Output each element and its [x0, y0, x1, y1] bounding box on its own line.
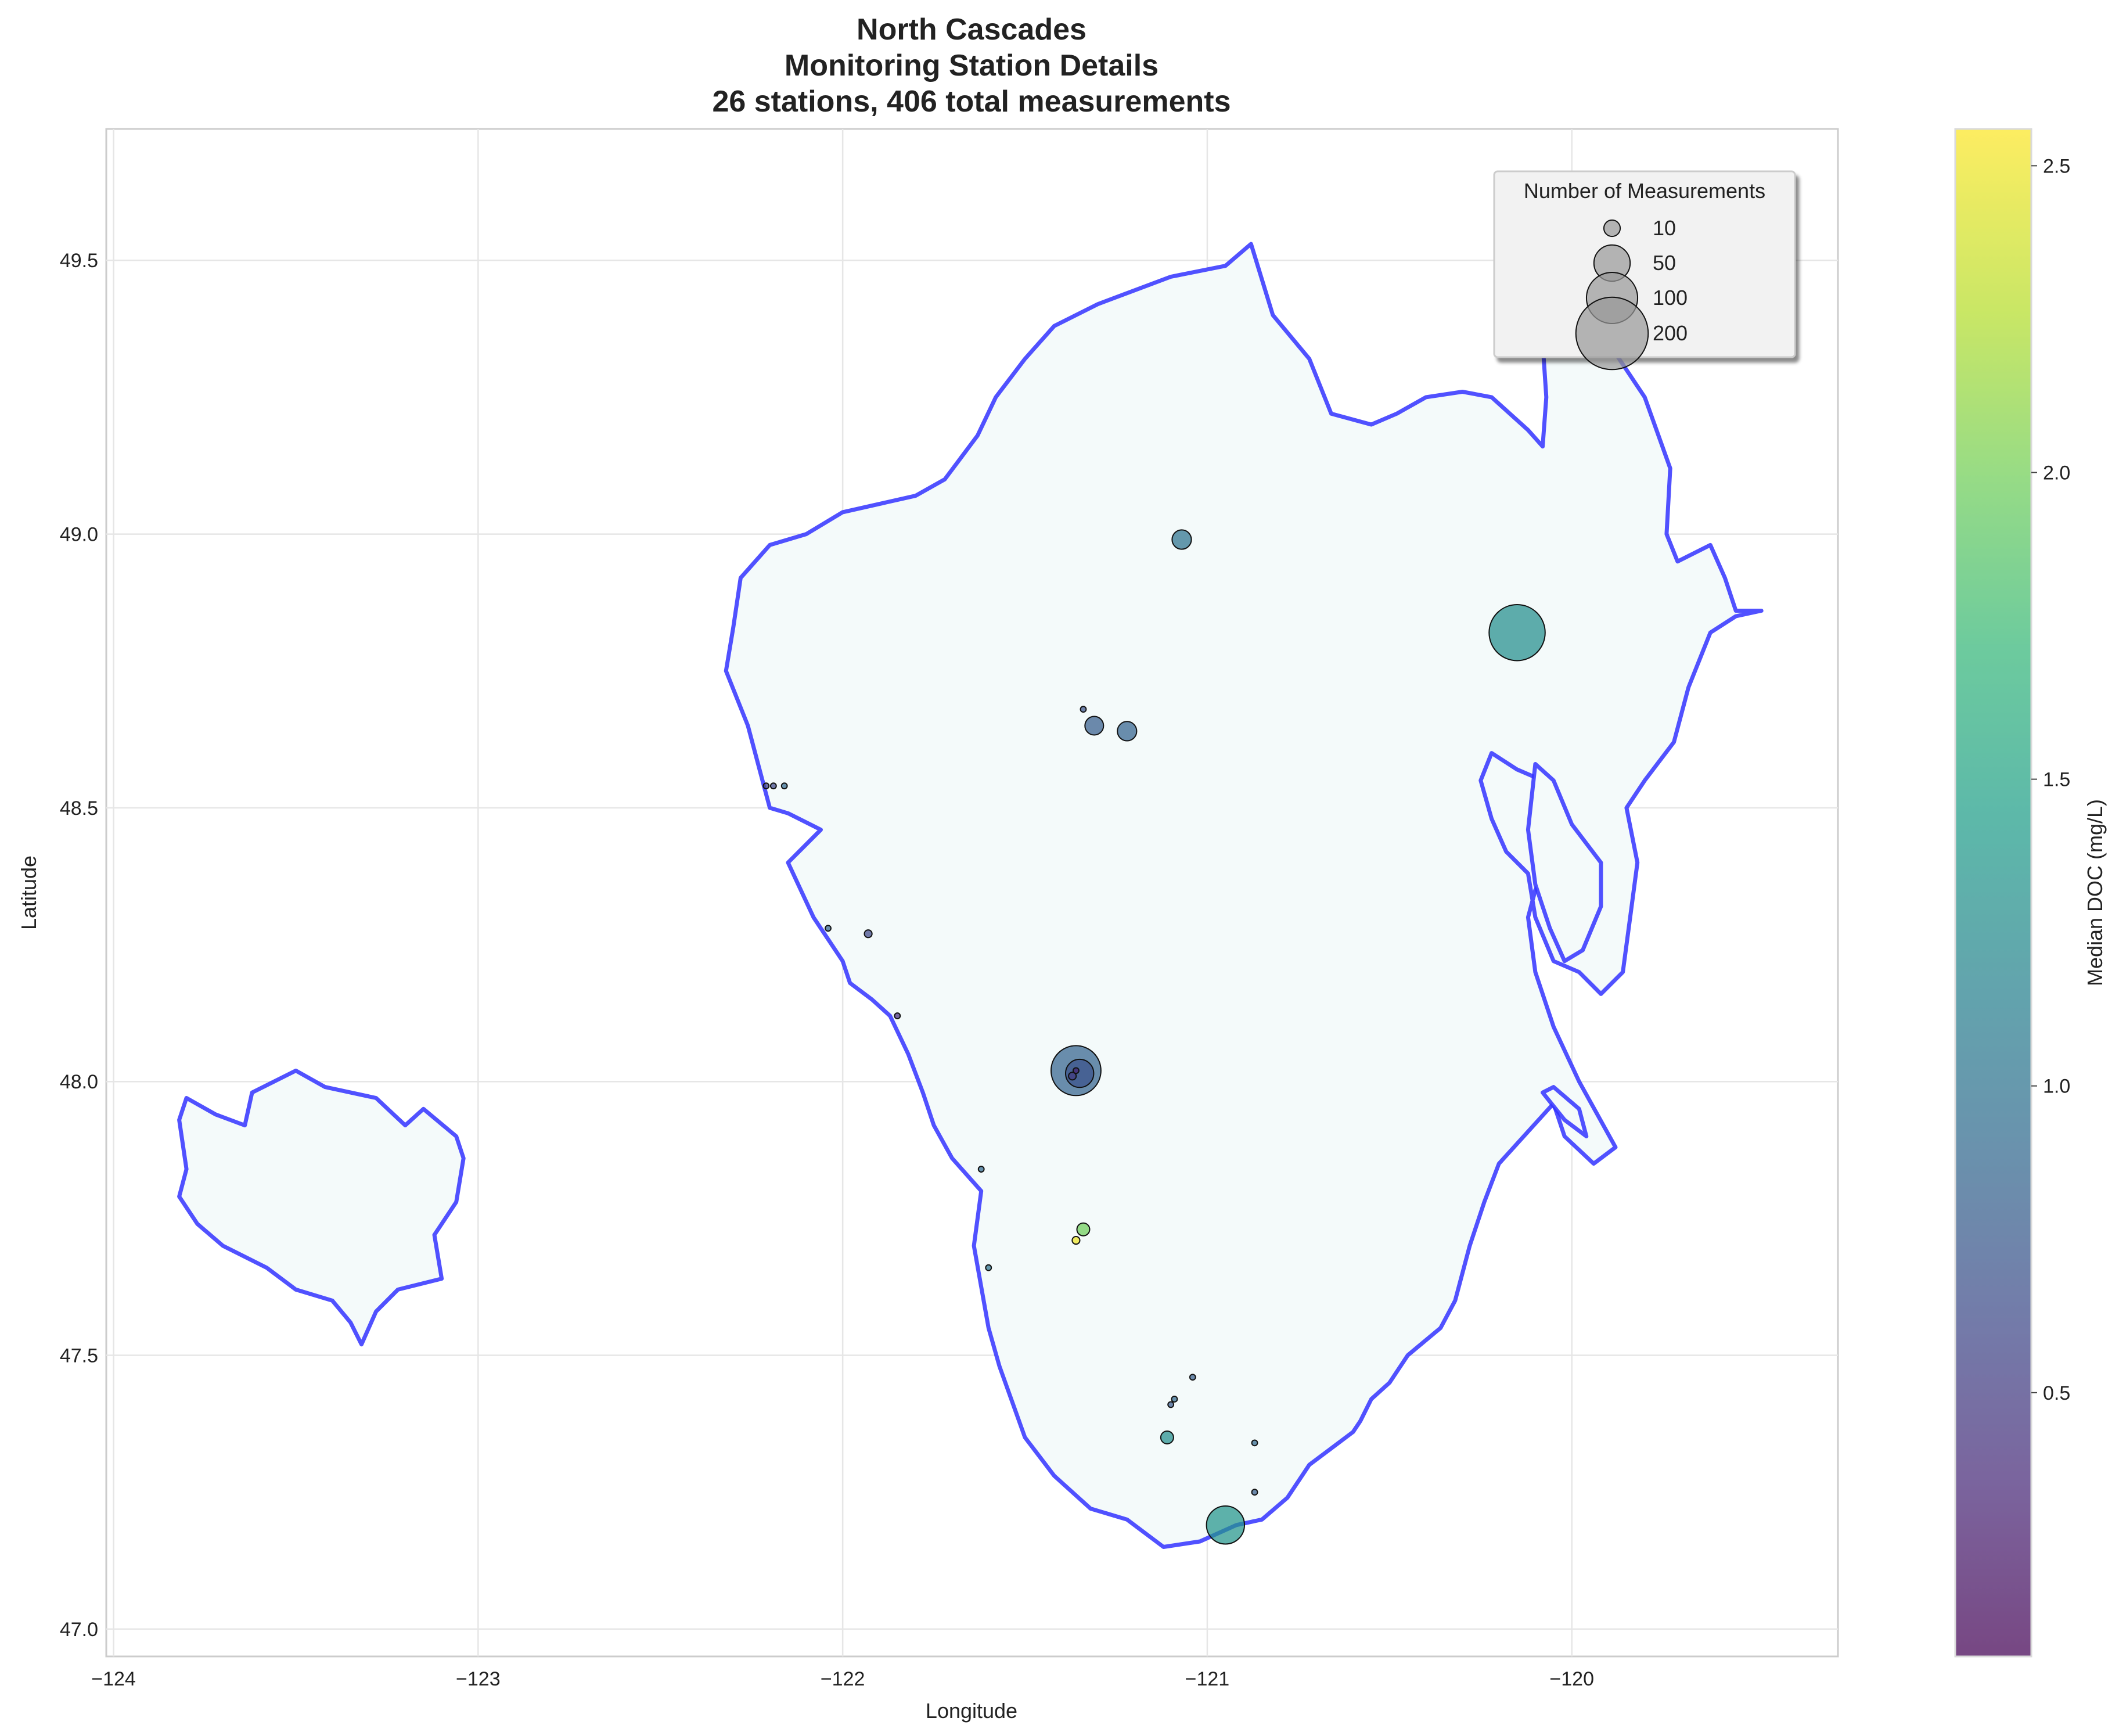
- size-legend-marker: [1575, 296, 1649, 371]
- size-legend-label: 50: [1653, 251, 1676, 275]
- study-region: [177, 242, 1764, 1549]
- station-marker: [1073, 1067, 1080, 1074]
- colorbar-tick-label: 1.0: [2043, 1076, 2070, 1098]
- y-tick-label: 48.5: [60, 797, 98, 820]
- colorbar-tick-label: 0.5: [2043, 1382, 2070, 1404]
- station-marker: [1080, 706, 1087, 713]
- y-tick-label: 49.0: [60, 524, 98, 546]
- station-marker: [894, 1012, 901, 1020]
- y-tick-label: 47.0: [60, 1619, 98, 1641]
- station-marker: [780, 782, 788, 790]
- x-axis-ticks: −124 −123 −122 −121 −120: [91, 1668, 1594, 1690]
- y-axis-label: Latitude: [17, 856, 41, 930]
- x-tick-label: −122: [821, 1668, 865, 1690]
- colorbar-label: Median DOC (mg/L): [2083, 799, 2107, 986]
- size-legend: Number of Measurements 10 50 100 200: [1493, 170, 1796, 371]
- region-island: [1541, 1085, 1589, 1138]
- title-line-2: Monitoring Station Details: [785, 49, 1159, 82]
- station-marker: [762, 782, 770, 790]
- station-marker: [825, 925, 832, 932]
- y-tick-label: 47.5: [60, 1345, 98, 1367]
- station-marker: [1167, 1401, 1175, 1408]
- colorbar-tick-label: 2.0: [2043, 462, 2070, 484]
- colorbar: 0.5 1.0 1.5 2.0 2.5 Median DOC (mg/L): [1954, 128, 2107, 1658]
- region-island: [1526, 762, 1603, 964]
- station-marker: [864, 929, 873, 939]
- monitoring-stations: [762, 529, 1546, 1545]
- size-legend-label: 100: [1653, 286, 1688, 310]
- x-axis-label: Longitude: [926, 1699, 1017, 1723]
- colorbar-tick-label: 2.5: [2043, 155, 2070, 177]
- station-marker: [1206, 1505, 1246, 1545]
- station-marker: [985, 1264, 992, 1271]
- station-marker: [977, 1166, 985, 1173]
- station-marker: [769, 782, 777, 790]
- region-island: [177, 1068, 466, 1347]
- station-marker: [1251, 1489, 1258, 1496]
- y-tick-label: 48.0: [60, 1071, 98, 1093]
- station-marker: [1076, 1222, 1091, 1237]
- station-marker: [1117, 721, 1138, 742]
- size-legend-entries: 10 50 100 200: [1575, 216, 1688, 371]
- title-line-1: North Cascades: [857, 13, 1087, 46]
- station-marker: [1160, 1430, 1174, 1444]
- station-marker: [1189, 1374, 1196, 1381]
- chart-title: North Cascades Monitoring Station Detail…: [712, 13, 1231, 118]
- station-marker: [1071, 1235, 1081, 1245]
- colorbar-ticks: 0.5 1.0 1.5 2.0 2.5: [2031, 155, 2070, 1404]
- title-line-3: 26 stations, 406 total measurements: [712, 85, 1231, 118]
- size-legend-title: Number of Measurements: [1524, 179, 1765, 203]
- station-marker: [1171, 529, 1192, 550]
- size-legend-label: 200: [1653, 321, 1688, 345]
- size-legend-label: 10: [1653, 216, 1676, 240]
- region-mainland: [724, 242, 1764, 1549]
- x-tick-label: −123: [456, 1668, 501, 1690]
- station-marker: [1251, 1439, 1258, 1447]
- station-marker: [1488, 603, 1546, 662]
- y-tick-label: 49.5: [60, 250, 98, 272]
- colorbar-gradient: [1954, 128, 2032, 1658]
- x-tick-label: −124: [91, 1668, 136, 1690]
- station-marker: [1084, 716, 1105, 736]
- station-marker: [1171, 1396, 1178, 1403]
- y-axis-ticks: 47.0 47.5 48.0 48.5 49.0 49.5: [60, 250, 98, 1641]
- x-tick-label: −121: [1185, 1668, 1230, 1690]
- colorbar-tick-label: 1.5: [2043, 769, 2070, 791]
- size-legend-box: [1493, 170, 1796, 358]
- station-marker: [1068, 1072, 1077, 1081]
- x-tick-label: −120: [1549, 1668, 1594, 1690]
- size-legend-marker: [1603, 219, 1621, 238]
